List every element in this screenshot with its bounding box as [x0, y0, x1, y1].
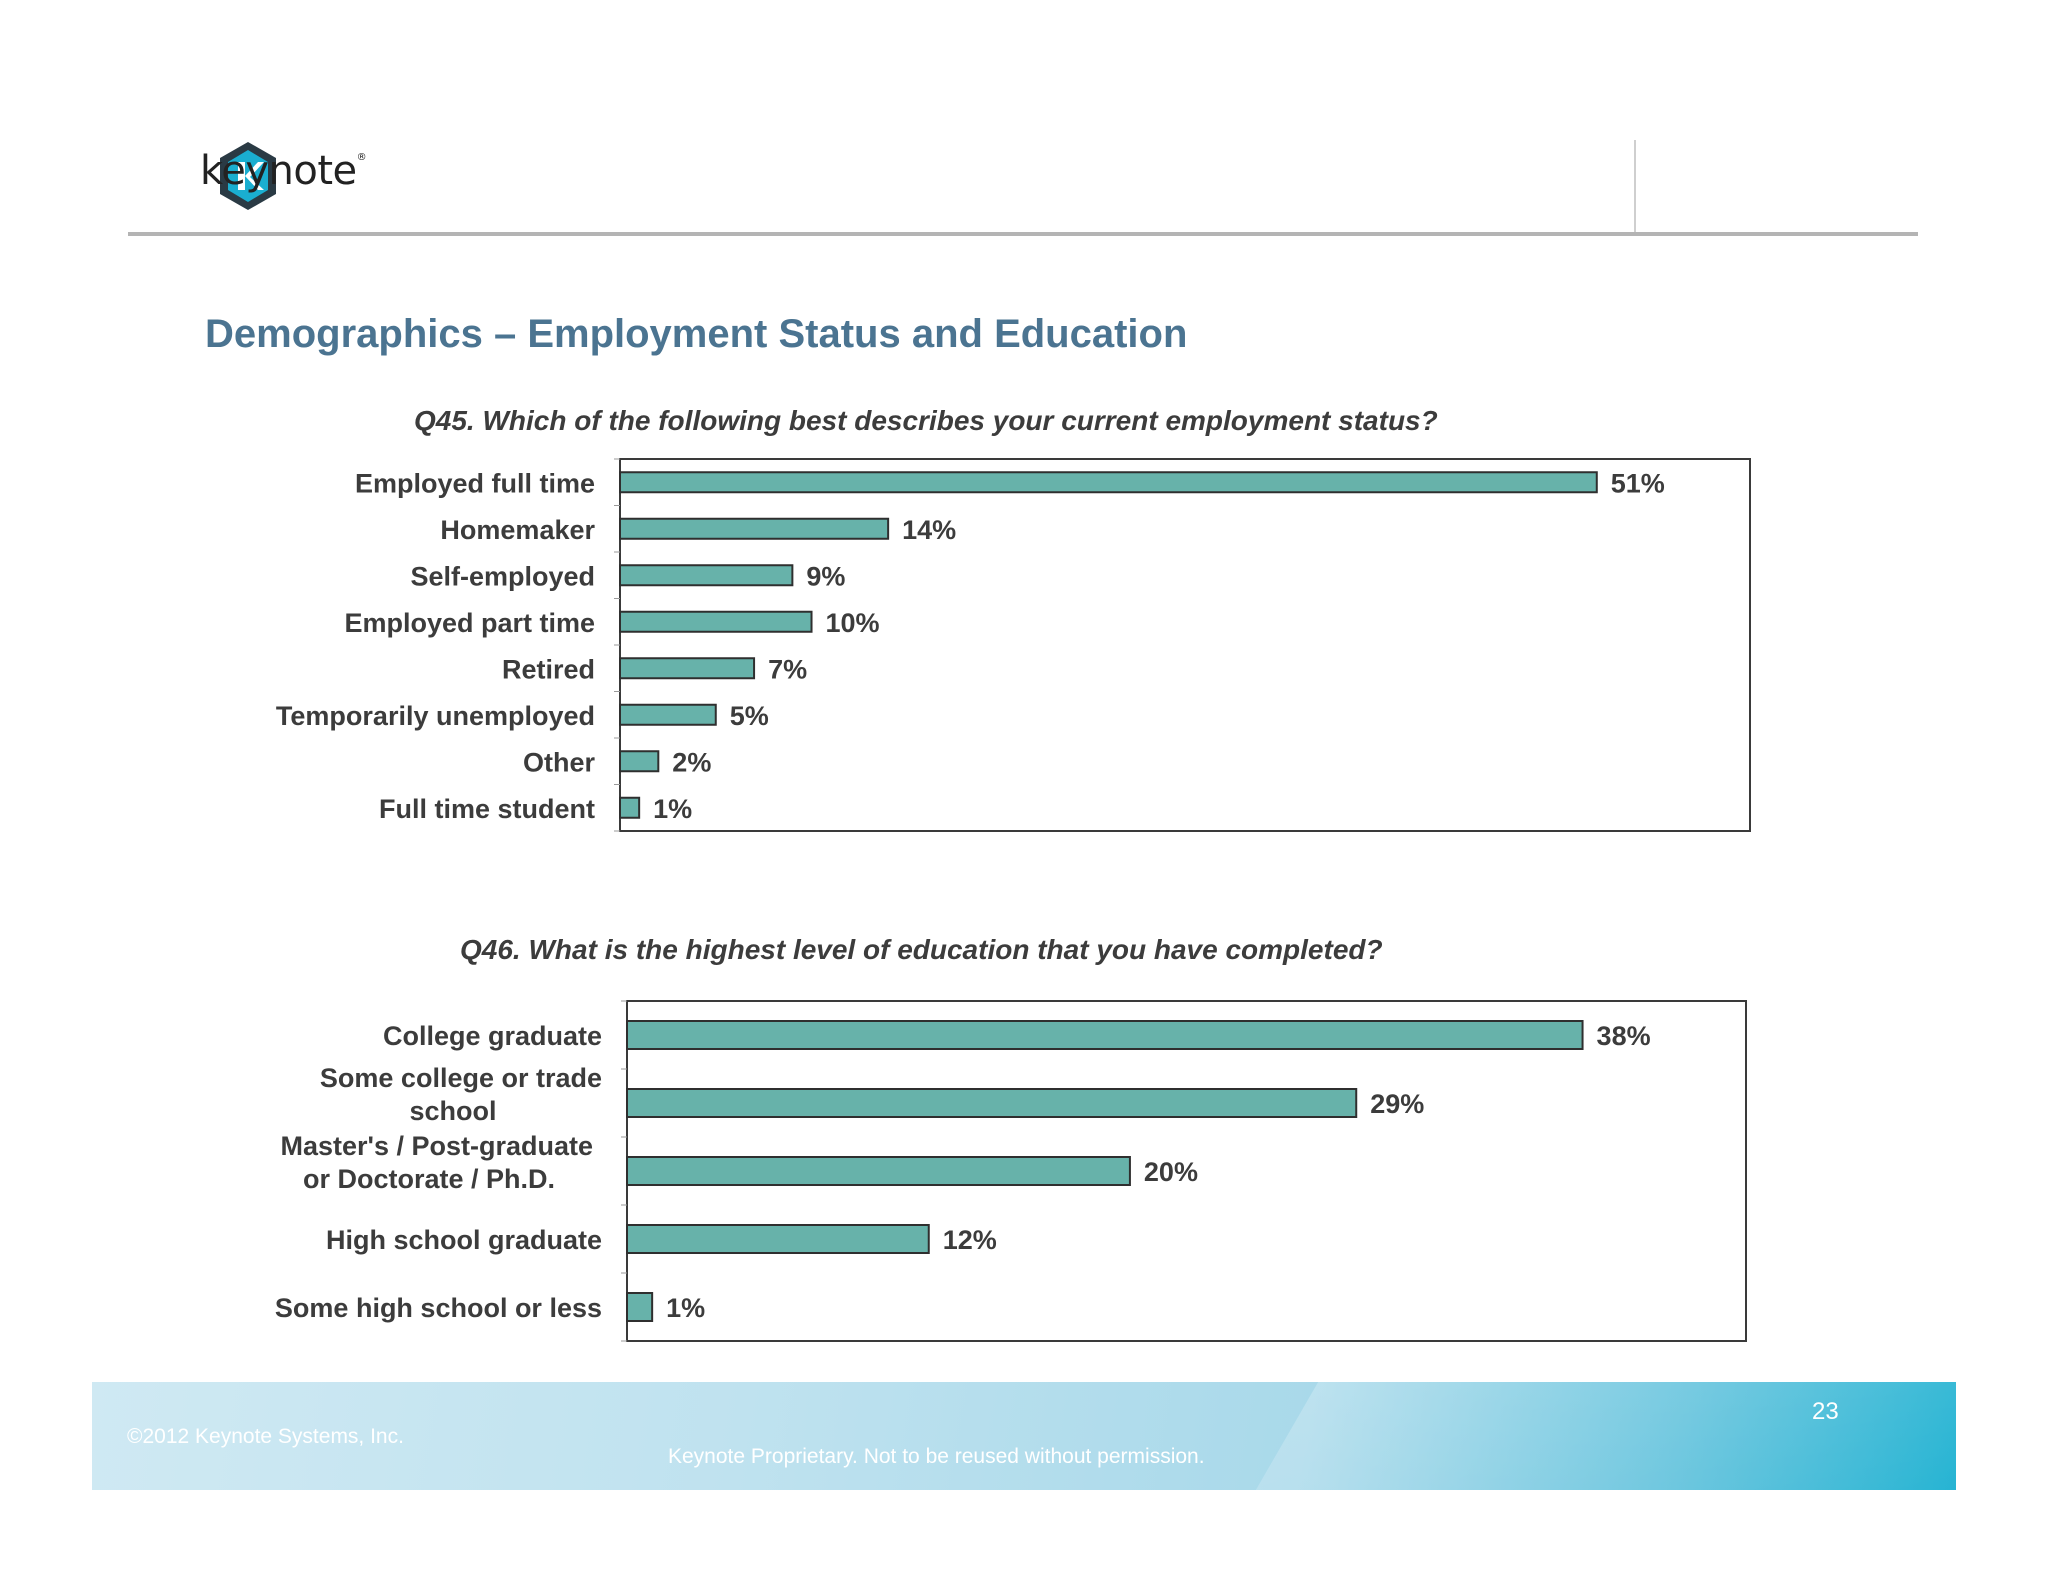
data-label: 38%: [1597, 1021, 1651, 1051]
header-rule: [128, 232, 1918, 236]
category-label: Employed full time: [355, 468, 595, 498]
bar: [626, 1088, 1358, 1118]
category-label-line: school: [409, 1096, 496, 1126]
logo-wordmark: keynote®: [200, 148, 367, 194]
category-label: Master's / Post-graduate or Doctorate / P…: [280, 1131, 593, 1194]
category-label: High school graduate: [326, 1225, 602, 1255]
bar: [626, 1292, 654, 1322]
bar: [619, 796, 641, 819]
category-label-line: Some college or trade: [320, 1063, 602, 1093]
data-label: 5%: [730, 701, 769, 731]
bar: [619, 703, 717, 726]
category-label: Retired: [502, 654, 595, 684]
category-label: Self-employed: [410, 561, 595, 591]
category-label: Some college or trade school: [320, 1063, 602, 1126]
data-label: 1%: [666, 1293, 705, 1323]
data-label: 12%: [943, 1225, 997, 1255]
footer-banner: [92, 1382, 1956, 1490]
page-title: Demographics – Employment Status and Edu…: [205, 312, 1188, 356]
bar: [619, 750, 660, 773]
category-label: Some high school or less: [275, 1293, 602, 1323]
data-label: 20%: [1144, 1157, 1198, 1187]
category-label-line: Master's / Post-graduate: [280, 1131, 593, 1161]
bar: [619, 471, 1598, 494]
q45-chart-title: Q45. Which of the following best describ…: [414, 405, 1438, 436]
category-label: Temporarily unemployed: [276, 701, 595, 731]
category-label: College graduate: [383, 1021, 602, 1051]
category-label: Employed part time: [344, 608, 595, 638]
category-label: Homemaker: [440, 515, 595, 545]
footer-copyright: ©2012 Keynote Systems, Inc.: [127, 1425, 404, 1448]
header-divider: [1634, 140, 1636, 234]
bar: [626, 1020, 1584, 1050]
data-label: 7%: [768, 654, 807, 684]
data-label: 10%: [826, 608, 880, 638]
bar: [619, 657, 756, 680]
keynote-logo: [220, 142, 276, 210]
bar: [619, 517, 890, 540]
data-label: 1%: [653, 794, 692, 824]
category-label: Full time student: [379, 794, 595, 824]
data-label: 14%: [902, 515, 956, 545]
data-label: 51%: [1611, 468, 1665, 498]
category-label-line: or Doctorate / Ph.D.: [303, 1164, 555, 1194]
bar: [619, 610, 813, 633]
data-label: 9%: [806, 561, 845, 591]
data-label: 2%: [672, 747, 711, 777]
bar: [626, 1156, 1131, 1186]
page-number: 23: [1812, 1398, 1839, 1425]
data-label: 29%: [1370, 1089, 1424, 1119]
bar: [619, 564, 794, 587]
bar: [626, 1224, 930, 1254]
category-label: Other: [523, 747, 596, 777]
footer-notice: Keynote Proprietary. Not to be reused wi…: [668, 1445, 1205, 1468]
q46-chart-title: Q46. What is the highest level of educat…: [460, 934, 1383, 965]
